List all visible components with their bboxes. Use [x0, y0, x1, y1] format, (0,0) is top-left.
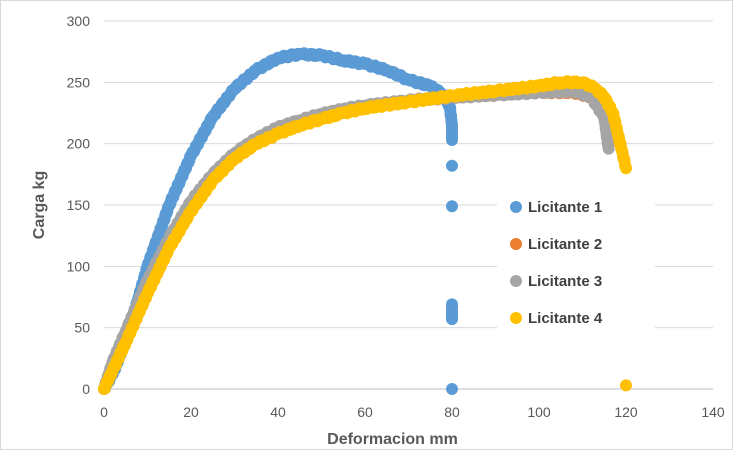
y-tick-label: 0 [82, 381, 90, 397]
x-tick-label: 140 [701, 404, 725, 420]
x-axis-title: Deformacion mm [327, 431, 458, 448]
data-point [620, 162, 632, 175]
y-tick-label: 50 [74, 320, 90, 336]
legend-marker [510, 238, 522, 250]
legend-marker [510, 201, 522, 213]
legend-label: Licitante 1 [528, 199, 602, 216]
data-point [446, 159, 458, 172]
x-tick-label: 120 [614, 404, 638, 420]
x-tick-label: 40 [270, 404, 286, 420]
legend: Licitante 1 Licitante 2 Licitante 3 Licitan… [497, 185, 655, 337]
legend-box [497, 185, 655, 337]
legend-label: Licitante 2 [528, 236, 602, 253]
tick-labels: 0 50 100 150 200 250 300 0 20 40 60 80 100 120 140 [67, 13, 725, 420]
y-tick-label: 150 [67, 197, 91, 213]
data-point [446, 313, 458, 326]
y-tick-label: 250 [67, 74, 91, 90]
legend-label: Licitante 3 [528, 273, 602, 290]
x-tick-label: 100 [527, 404, 551, 420]
data-point [446, 383, 458, 395]
legend-marker [510, 275, 522, 287]
data-series [98, 47, 632, 395]
y-tick-label: 100 [67, 258, 91, 274]
y-tick-label: 300 [67, 13, 91, 29]
series-4 [98, 75, 632, 395]
x-tick-label: 80 [444, 404, 460, 420]
legend-label: Licitante 4 [528, 310, 603, 327]
x-tick-label: 60 [357, 404, 373, 420]
data-point [602, 142, 615, 155]
data-point [620, 379, 632, 392]
legend-marker [510, 312, 522, 324]
data-point [446, 133, 458, 146]
x-tick-label: 20 [183, 404, 199, 420]
data-point [446, 200, 458, 213]
y-axis-title: Carga kg [31, 171, 48, 239]
x-tick-label: 0 [100, 404, 108, 420]
y-tick-label: 200 [67, 136, 91, 152]
